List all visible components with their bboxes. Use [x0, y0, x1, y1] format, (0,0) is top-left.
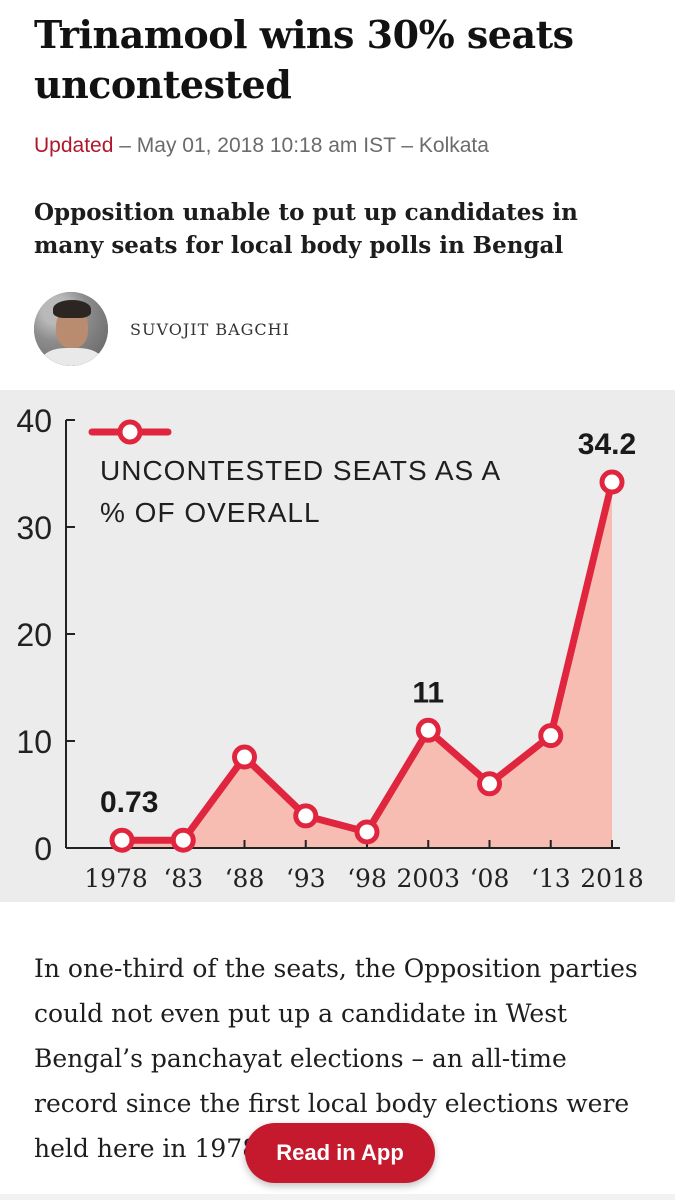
- data-point: [232, 744, 257, 770]
- bottom-divider: [0, 1194, 675, 1200]
- data-point: [538, 723, 564, 749]
- x-tick-label: ‘93: [286, 864, 326, 893]
- y-tick-label: 30: [16, 510, 52, 546]
- x-tick-label: 2018: [580, 864, 644, 893]
- data-point: [415, 717, 441, 743]
- article-subheadline: Opposition unable to put up candidates i…: [34, 199, 578, 259]
- x-tick-label: ‘08: [470, 864, 510, 893]
- author-avatar[interactable]: [34, 292, 108, 366]
- dateline-location: Kolkata: [418, 134, 489, 157]
- data-point: [477, 771, 502, 797]
- area-fill: [122, 482, 612, 848]
- read-in-app-button[interactable]: Read in App: [245, 1123, 435, 1183]
- y-tick-label: 40: [16, 403, 52, 439]
- legend-text: % OF OVERALL: [100, 497, 321, 528]
- article-headline: Trinamool wins 30% seats uncontested: [34, 12, 574, 107]
- author-name[interactable]: SUVOJIT BAGCHI: [130, 319, 290, 339]
- x-tick-label: 2003: [396, 864, 460, 893]
- legend-marker: [117, 419, 143, 445]
- meta-separator-1: –: [113, 134, 137, 157]
- line-chart: 0 10 20 30 40 1978 ‘83 ‘88 ‘93 ‘98 2003 ‘08 ‘13 2018 0…: [0, 390, 675, 902]
- y-tick-label: 0: [34, 831, 52, 867]
- article-body: In one-third of the seats, the Oppositio…: [34, 954, 638, 1163]
- x-tick-label: 1978: [84, 864, 148, 893]
- updated-label: Updated: [34, 134, 114, 157]
- updated-datetime: May 01, 2018 10:18 am IST: [136, 134, 396, 157]
- x-tick-label: ‘13: [531, 864, 571, 893]
- data-point: [354, 819, 380, 845]
- author-byline[interactable]: SUVOJIT BAGCHI: [34, 292, 290, 366]
- data-label: 11: [412, 676, 444, 709]
- data-point: [599, 469, 625, 495]
- data-label: 34.2: [578, 428, 636, 461]
- data-point: [293, 803, 319, 829]
- y-tick-label: 20: [16, 617, 52, 653]
- legend-text: UNCONTESTED SEATS AS A: [100, 455, 501, 486]
- x-tick-label: ‘83: [163, 864, 203, 893]
- y-tick-label: 10: [16, 724, 52, 760]
- x-tick-label: ‘88: [225, 864, 265, 893]
- chart-svg: 0 10 20 30 40 1978 ‘83 ‘88 ‘93 ‘98 2003 ‘08 ‘13 2018 0…: [16, 403, 644, 893]
- article-meta: Updated – May 01, 2018 10:18 am IST – Ko…: [34, 134, 489, 158]
- data-point: [170, 827, 196, 853]
- meta-separator-2: –: [395, 134, 419, 157]
- data-point: [109, 827, 135, 853]
- data-label: 0.73: [100, 786, 158, 819]
- x-tick-label: ‘98: [347, 864, 387, 893]
